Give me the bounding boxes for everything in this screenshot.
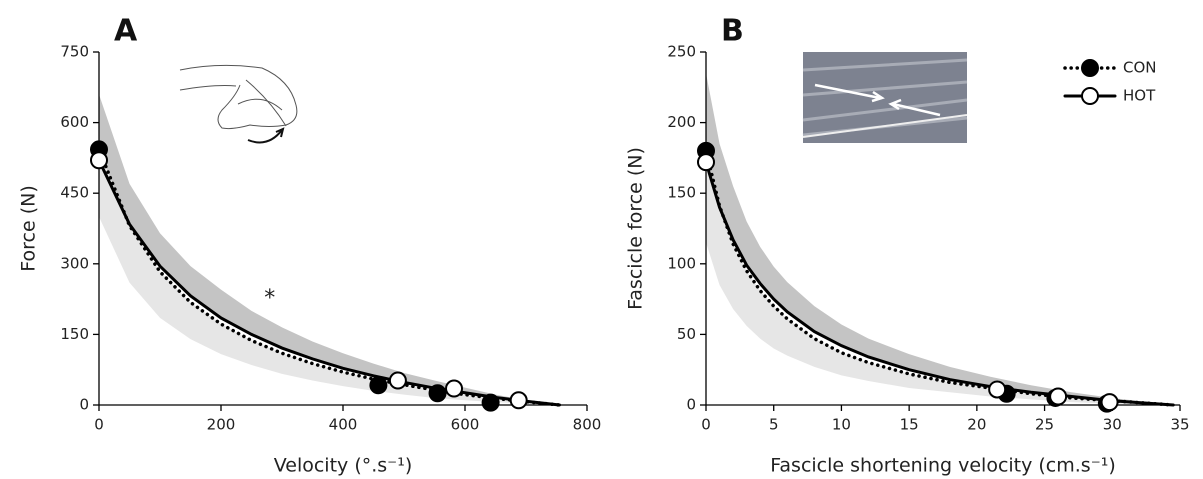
fit-curve [97, 147, 562, 407]
y-tick-label: 600 [60, 113, 89, 131]
y-axis-label: Force (N) [18, 185, 40, 271]
y-tick-label: 450 [60, 184, 89, 202]
x-tick-label: 600 [451, 416, 480, 434]
x-tick-label: 30 [1103, 416, 1122, 434]
x-tick-label: 400 [329, 416, 358, 434]
fit-curve [97, 158, 562, 407]
y-tick-label: 150 [667, 184, 696, 202]
data-point [445, 379, 464, 398]
data-point [697, 153, 715, 172]
data-point [1100, 393, 1119, 412]
panel-label: B [721, 14, 744, 49]
x-tick-label: 5 [769, 416, 779, 434]
legend-marker [1081, 59, 1099, 77]
x-tick-label: 10 [832, 416, 851, 434]
confidence-band [99, 94, 560, 406]
x-tick-label: 20 [967, 416, 986, 434]
y-tick-label: 0 [79, 396, 89, 414]
data-point [1049, 387, 1068, 406]
x-tick-label: 35 [1170, 416, 1189, 434]
x-tick-label: 800 [573, 416, 602, 434]
annotation: * [264, 286, 275, 311]
y-tick-label: 300 [60, 254, 89, 272]
x-tick-label: 0 [701, 416, 711, 434]
confidence-band [706, 73, 1174, 406]
foot-illustration [179, 64, 298, 144]
data-point [988, 380, 1007, 399]
data-point [509, 391, 528, 410]
y-tick-label: 0 [686, 396, 696, 414]
y-tick-label: 200 [667, 113, 696, 131]
legend-marker [1081, 87, 1099, 105]
data-point [481, 393, 500, 412]
x-axis-label: Fascicle shortening velocity (cm.s⁻¹) [770, 455, 1116, 477]
data-point [369, 376, 388, 395]
panel-label: A [114, 14, 138, 49]
confidence-band [99, 149, 560, 405]
x-tick-label: 25 [1035, 416, 1054, 434]
y-axis-label: Fascicle force (N) [625, 147, 647, 310]
y-tick-label: 50 [677, 325, 696, 343]
data-point [90, 151, 108, 170]
ultrasound-image [802, 52, 968, 143]
legend-label: HOT [1123, 87, 1156, 105]
data-point [428, 384, 447, 403]
y-tick-label: 750 [60, 43, 89, 61]
x-tick-label: 0 [94, 416, 104, 434]
x-tick-label: 200 [207, 416, 236, 434]
x-axis-label: Velocity (°.s⁻¹) [274, 455, 412, 477]
y-tick-label: 150 [60, 325, 89, 343]
y-tick-label: 100 [667, 254, 696, 272]
data-point [388, 371, 407, 390]
legend-label: CON [1123, 59, 1157, 77]
x-tick-label: 15 [900, 416, 919, 434]
fit-curve [704, 160, 1175, 407]
y-tick-label: 250 [667, 43, 696, 61]
